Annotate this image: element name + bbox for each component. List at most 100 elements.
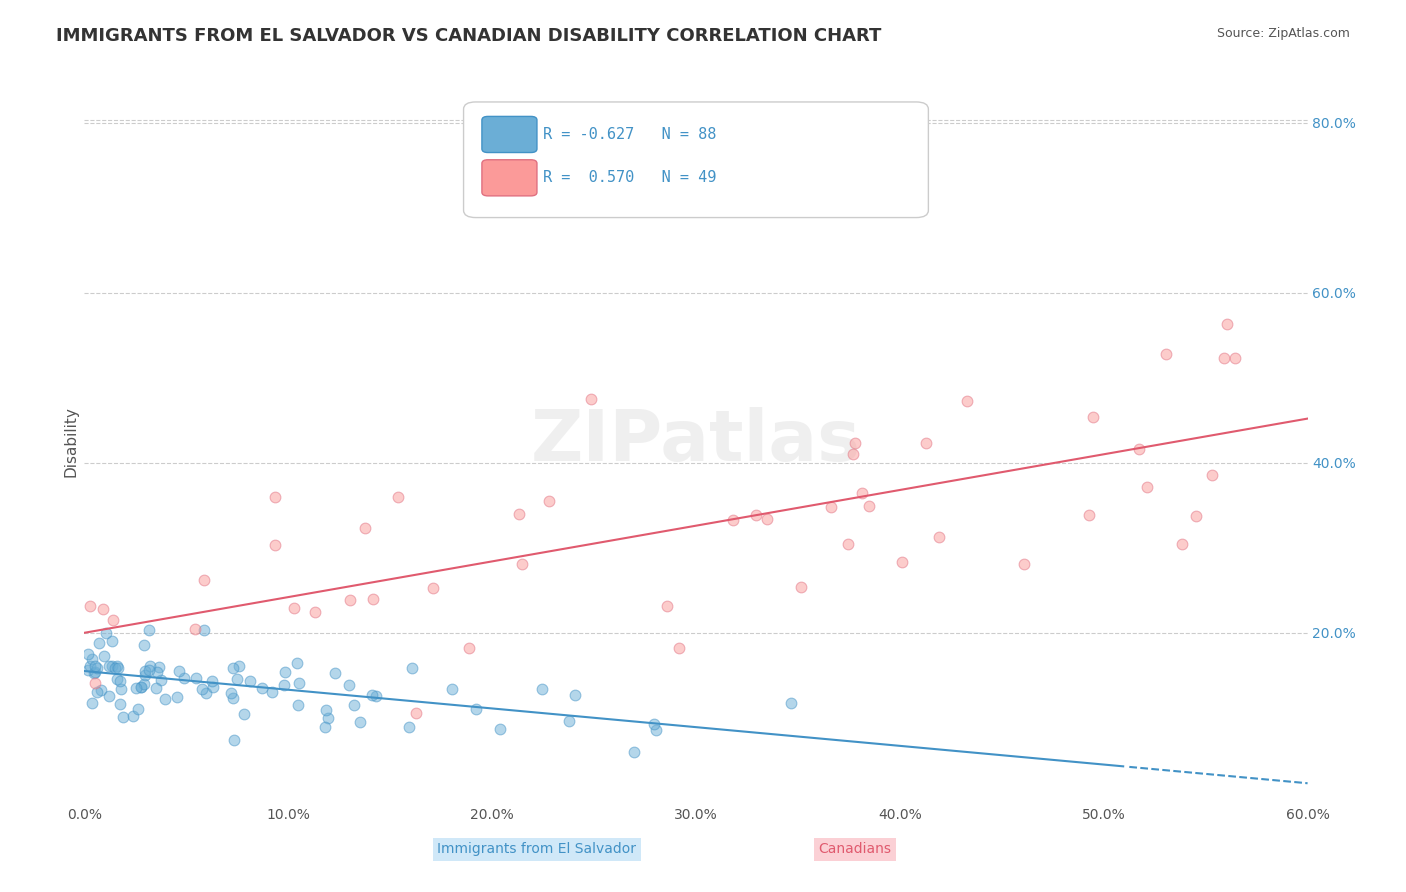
Point bbox=[458, 640, 481, 655]
Point bbox=[193, 574, 215, 588]
Point bbox=[508, 508, 530, 522]
Point bbox=[422, 581, 444, 595]
Point bbox=[93, 649, 115, 664]
Point bbox=[1212, 351, 1234, 365]
Point bbox=[579, 392, 602, 406]
Point bbox=[125, 681, 148, 695]
Point bbox=[107, 659, 129, 673]
Point bbox=[337, 678, 360, 692]
Point bbox=[138, 663, 160, 677]
Point bbox=[127, 702, 149, 716]
Point bbox=[851, 486, 873, 500]
Point bbox=[314, 720, 336, 734]
Point bbox=[538, 494, 561, 508]
Point bbox=[89, 635, 111, 649]
Point bbox=[173, 671, 195, 685]
Point bbox=[287, 698, 309, 712]
Point bbox=[349, 715, 371, 730]
FancyBboxPatch shape bbox=[482, 117, 537, 153]
Point bbox=[132, 677, 155, 691]
Text: ZIPatlas: ZIPatlas bbox=[531, 407, 860, 476]
Point bbox=[184, 622, 207, 636]
Point bbox=[79, 599, 101, 613]
Point bbox=[644, 723, 666, 737]
Y-axis label: Disability: Disability bbox=[63, 406, 79, 477]
Point bbox=[510, 558, 533, 572]
Point bbox=[1216, 318, 1239, 332]
Point bbox=[82, 696, 104, 710]
Point bbox=[354, 521, 377, 535]
Point bbox=[84, 675, 107, 690]
Point bbox=[1081, 409, 1104, 424]
Point bbox=[145, 665, 167, 680]
Point bbox=[167, 664, 190, 678]
Point bbox=[274, 665, 297, 679]
Point bbox=[623, 745, 645, 759]
Point bbox=[122, 709, 145, 723]
Point bbox=[558, 714, 581, 728]
Point bbox=[219, 686, 242, 700]
Point bbox=[225, 672, 247, 686]
Point bbox=[134, 665, 156, 679]
Point bbox=[361, 689, 384, 703]
Point bbox=[90, 682, 112, 697]
Text: R =  0.570   N = 49: R = 0.570 N = 49 bbox=[543, 170, 717, 186]
Point bbox=[401, 661, 423, 675]
Point bbox=[464, 701, 486, 715]
Point bbox=[105, 672, 128, 686]
Point bbox=[104, 661, 127, 675]
Point bbox=[97, 659, 120, 673]
Point bbox=[745, 508, 768, 522]
Point bbox=[153, 692, 176, 706]
Point bbox=[263, 490, 285, 504]
Point bbox=[101, 659, 124, 673]
Point bbox=[110, 674, 132, 689]
Point bbox=[148, 660, 170, 674]
Point bbox=[837, 537, 859, 551]
Point bbox=[201, 674, 224, 689]
Point bbox=[77, 663, 100, 677]
Point bbox=[134, 668, 156, 682]
Point bbox=[1223, 351, 1246, 365]
Text: IMMIGRANTS FROM EL SALVADOR VS CANADIAN DISABILITY CORRELATION CHART: IMMIGRANTS FROM EL SALVADOR VS CANADIAN … bbox=[56, 27, 882, 45]
Point bbox=[222, 661, 245, 675]
Point bbox=[107, 661, 129, 675]
Point bbox=[262, 684, 284, 698]
Point bbox=[86, 661, 108, 675]
Point bbox=[323, 666, 346, 681]
Point bbox=[264, 538, 287, 552]
FancyBboxPatch shape bbox=[464, 102, 928, 218]
Point bbox=[643, 717, 665, 731]
Point bbox=[145, 681, 167, 696]
Point bbox=[790, 580, 813, 594]
Point bbox=[84, 665, 107, 679]
Point bbox=[891, 555, 914, 569]
Point bbox=[820, 500, 842, 515]
Point bbox=[398, 720, 420, 734]
Point bbox=[149, 673, 172, 687]
Point bbox=[101, 633, 124, 648]
Point bbox=[232, 706, 254, 721]
Point bbox=[915, 436, 938, 450]
Point bbox=[387, 490, 409, 504]
Point bbox=[755, 512, 778, 526]
Point bbox=[956, 394, 979, 409]
Point bbox=[780, 696, 803, 710]
Point bbox=[80, 652, 103, 666]
Point bbox=[844, 436, 866, 450]
Point bbox=[108, 697, 131, 711]
Point bbox=[655, 599, 678, 613]
FancyBboxPatch shape bbox=[482, 160, 537, 196]
Point bbox=[489, 722, 512, 736]
Point bbox=[273, 677, 295, 691]
Point bbox=[202, 680, 225, 694]
Point bbox=[77, 647, 100, 661]
Point bbox=[315, 703, 337, 717]
Point bbox=[364, 689, 387, 703]
Point bbox=[1201, 468, 1223, 483]
Point bbox=[166, 690, 188, 704]
Point bbox=[1171, 537, 1194, 551]
Point bbox=[224, 733, 246, 747]
Point bbox=[112, 710, 135, 724]
Point bbox=[1154, 347, 1177, 361]
